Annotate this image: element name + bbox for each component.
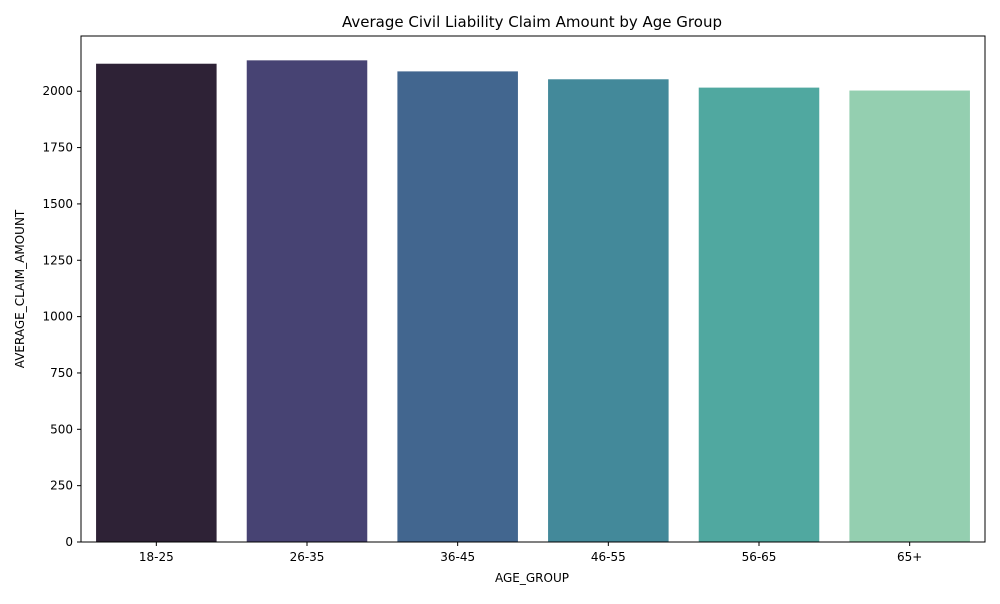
x-tick-label: 65+ bbox=[897, 550, 922, 564]
bar-36-45 bbox=[397, 71, 518, 542]
y-tick-label: 1250 bbox=[42, 253, 73, 267]
y-tick-label: 1000 bbox=[42, 310, 73, 324]
x-tick-label: 56-65 bbox=[742, 550, 777, 564]
y-tick-label: 0 bbox=[65, 535, 73, 549]
plot-area bbox=[96, 60, 970, 543]
bar-46-55 bbox=[548, 79, 669, 542]
x-tick-label: 18-25 bbox=[139, 550, 174, 564]
x-axis-ticks: 18-25 26-35 36-45 46-55 56-65 65+ bbox=[139, 542, 922, 564]
y-tick-label: 1500 bbox=[42, 197, 73, 211]
bar-26-35 bbox=[246, 60, 368, 542]
y-axis-label: AVERAGE_CLAIM_AMOUNT bbox=[13, 209, 27, 368]
plot-frame bbox=[80, 35, 986, 543]
x-tick-label: 26-35 bbox=[290, 550, 325, 564]
y-tick-label: 500 bbox=[50, 422, 73, 436]
x-axis-label: AGE_GROUP bbox=[495, 571, 569, 585]
bar-56-65 bbox=[698, 87, 820, 542]
x-tick-label: 36-45 bbox=[440, 550, 475, 564]
bar-18-25 bbox=[96, 63, 217, 543]
y-tick-label: 750 bbox=[50, 366, 73, 380]
y-axis-ticks: 0 250 500 750 1000 1250 1500 1750 2000 bbox=[42, 84, 81, 549]
y-tick-label: 2000 bbox=[42, 84, 73, 98]
y-tick-label: 250 bbox=[50, 479, 73, 493]
bar-65+ bbox=[849, 90, 970, 543]
x-tick-label: 46-55 bbox=[591, 550, 626, 564]
chart-title: Average Civil Liability Claim Amount by … bbox=[342, 13, 722, 31]
y-tick-label: 1750 bbox=[42, 141, 73, 155]
